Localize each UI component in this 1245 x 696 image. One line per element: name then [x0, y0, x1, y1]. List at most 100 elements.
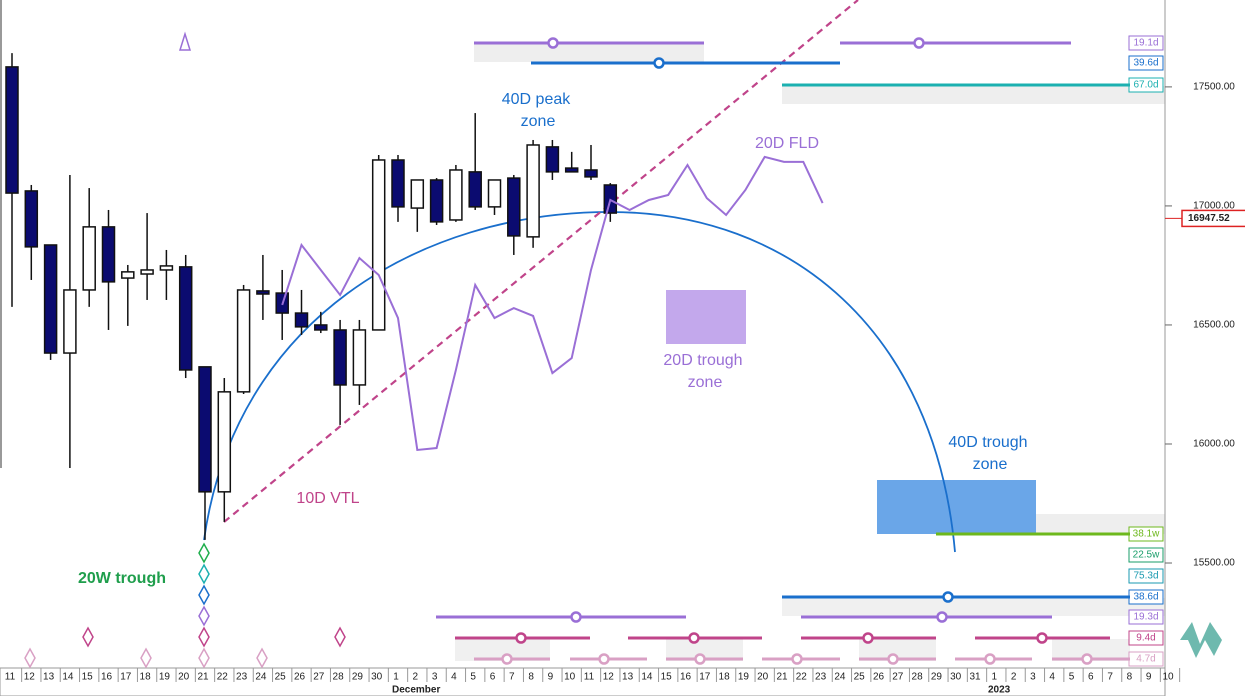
x-tick-label: 29 — [931, 672, 943, 683]
cycle-diamond — [198, 584, 210, 606]
cycle-diamond — [198, 542, 210, 564]
candle-body — [121, 271, 135, 279]
x-tick-label: 14 — [62, 672, 74, 683]
period-marker — [1036, 632, 1048, 644]
annotation: 10D VTL — [296, 490, 359, 507]
x-tick-label: 26 — [294, 672, 306, 683]
candle-body — [314, 324, 328, 331]
x-tick-label: 19 — [159, 672, 171, 683]
x-tick-label: 9 — [1146, 672, 1152, 683]
x-tick-label: 20 — [757, 672, 769, 683]
y-tick-label: 16500.00 — [1193, 320, 1235, 331]
y-tick-label: 15500.00 — [1193, 558, 1235, 569]
cycle-badge — [1128, 35, 1164, 51]
trough-zone-40d — [877, 480, 1036, 534]
x-tick-label: 2 — [1011, 672, 1017, 683]
candle-body — [584, 169, 598, 178]
x-tick-label: 20 — [178, 672, 190, 683]
candle-body — [564, 167, 579, 173]
x-tick-label: 26 — [873, 672, 885, 683]
period-marker — [515, 632, 527, 644]
cycle-diamond — [256, 647, 268, 669]
x-tick-label: 31 — [969, 672, 981, 683]
candle-body — [63, 289, 77, 354]
trough-zone-20d — [666, 290, 746, 344]
candle-body — [429, 179, 444, 223]
x-tick-label: 16 — [680, 672, 692, 683]
x-tick-label: 9 — [548, 672, 554, 683]
x-tick-label: 27 — [892, 672, 904, 683]
annotation: 40D peak — [502, 91, 571, 108]
x-tick-label: 3 — [432, 672, 438, 683]
x-tick-label: 15 — [661, 672, 673, 683]
candle-body — [507, 177, 521, 237]
candle-body — [5, 66, 19, 194]
annotation: zone — [688, 374, 723, 391]
x-tick-label: 25 — [275, 672, 287, 683]
x-tick-label: 3 — [1030, 672, 1036, 683]
period-marker — [942, 591, 954, 603]
cycle-diamond — [334, 626, 346, 648]
period-marker — [984, 653, 996, 665]
x-tick-label: 6 — [1088, 672, 1094, 683]
cycle-diamond — [24, 647, 36, 669]
annotation: 20D trough — [663, 352, 742, 369]
x-tick-label: 13 — [43, 672, 55, 683]
x-tick-label: 11 — [584, 672, 595, 683]
cycle-badge — [1128, 55, 1164, 71]
candle-body — [410, 179, 425, 209]
x-tick-label: 16 — [101, 672, 113, 683]
period-marker — [547, 37, 559, 49]
x-tick-label: 15 — [82, 672, 94, 683]
candle-body — [140, 269, 154, 275]
candle-body — [101, 226, 116, 283]
x-tick-label: 18 — [719, 672, 731, 683]
annotation: zone — [973, 456, 1008, 473]
cycle-diamond — [198, 563, 210, 585]
x-tick-label: 5 — [1069, 672, 1075, 683]
candle-body — [487, 179, 502, 208]
month-label: December — [392, 685, 440, 696]
cycle-diamond — [82, 626, 94, 648]
cycle-badge — [1128, 568, 1164, 584]
cycle-badge-label: 38.1w — [1133, 529, 1160, 540]
x-tick-label: 27 — [313, 672, 325, 683]
candle-body — [545, 146, 560, 173]
x-tick-label: 22 — [217, 672, 229, 683]
x-tick-label: 5 — [470, 672, 476, 683]
cycle-badge — [1128, 609, 1164, 625]
x-tick-label: 25 — [854, 672, 866, 683]
cycle-diamond — [140, 647, 152, 669]
x-tick-label: 23 — [236, 672, 248, 683]
x-tick-label: 19 — [738, 672, 750, 683]
x-tick-label: 29 — [352, 672, 364, 683]
x-tick-label: 28 — [912, 672, 924, 683]
cycle-diamond — [198, 647, 210, 669]
candle-body — [236, 289, 251, 393]
cycle-badge-label: 4.7d — [1136, 654, 1155, 665]
x-tick-label: 8 — [1127, 672, 1133, 683]
y-tick-label: 17000.00 — [1193, 201, 1235, 212]
month-label: 2023 — [988, 685, 1011, 696]
x-tick-label: 11 — [5, 672, 16, 683]
candle-body — [333, 329, 347, 386]
candle-body — [526, 144, 540, 238]
logo — [1180, 622, 1222, 658]
period-marker — [653, 57, 665, 69]
period-marker — [862, 632, 874, 644]
candle-body — [371, 159, 386, 331]
cycle-badge-label: 38.6d — [1133, 592, 1158, 603]
y-tick-label: 17500.00 — [1193, 82, 1235, 93]
price-tag — [1181, 209, 1245, 228]
candle-body — [43, 244, 58, 354]
cycle-badge-label: 39.6d — [1133, 58, 1158, 69]
cycle-badge-label: 22.5w — [1133, 550, 1160, 561]
x-tick-label: 30 — [371, 672, 383, 683]
period-marker — [694, 653, 706, 665]
annotation: 20W trough — [78, 570, 166, 587]
x-tick-label: 22 — [796, 672, 808, 683]
x-tick-label: 24 — [834, 672, 846, 683]
cycle-badge — [1128, 630, 1164, 646]
period-marker — [887, 653, 899, 665]
